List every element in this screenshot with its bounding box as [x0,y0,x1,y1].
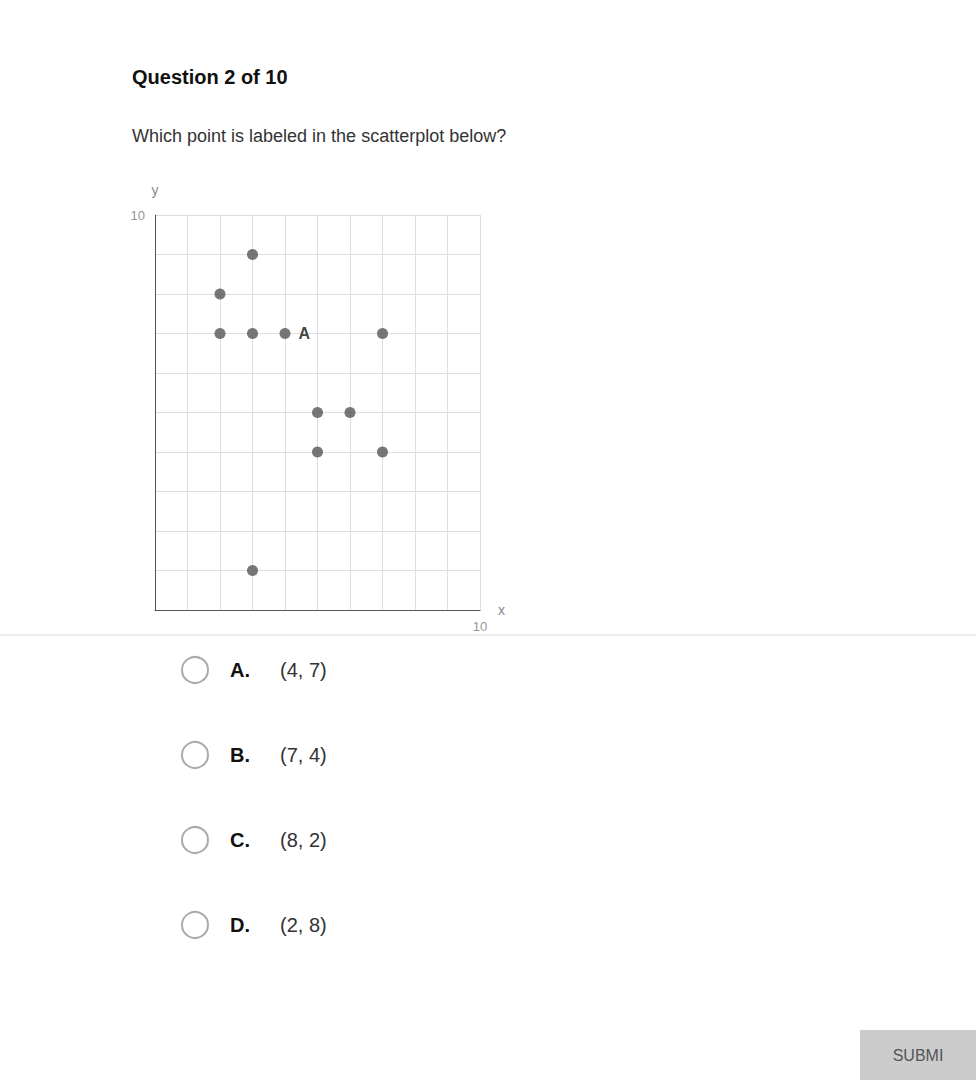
svg-text:A: A [299,325,311,342]
svg-text:SUBMI: SUBMI [893,1047,944,1064]
svg-text:(2, 8): (2, 8) [280,914,327,936]
svg-text:(8, 2): (8, 2) [280,829,327,851]
svg-text:x: x [498,602,505,618]
svg-text:(4, 7): (4, 7) [280,659,327,681]
svg-text:D.: D. [230,914,250,936]
svg-text:y: y [152,182,159,198]
svg-text:Which point is labeled in the: Which point is labeled in the scatterplo… [132,126,506,146]
svg-text:Question 2 of 10: Question 2 of 10 [132,66,288,88]
svg-text:10: 10 [473,619,487,634]
svg-text:A.: A. [230,659,250,681]
svg-text:B.: B. [230,744,250,766]
svg-text:10: 10 [131,208,145,223]
svg-text:C.: C. [230,829,250,851]
svg-text:(7, 4): (7, 4) [280,744,327,766]
